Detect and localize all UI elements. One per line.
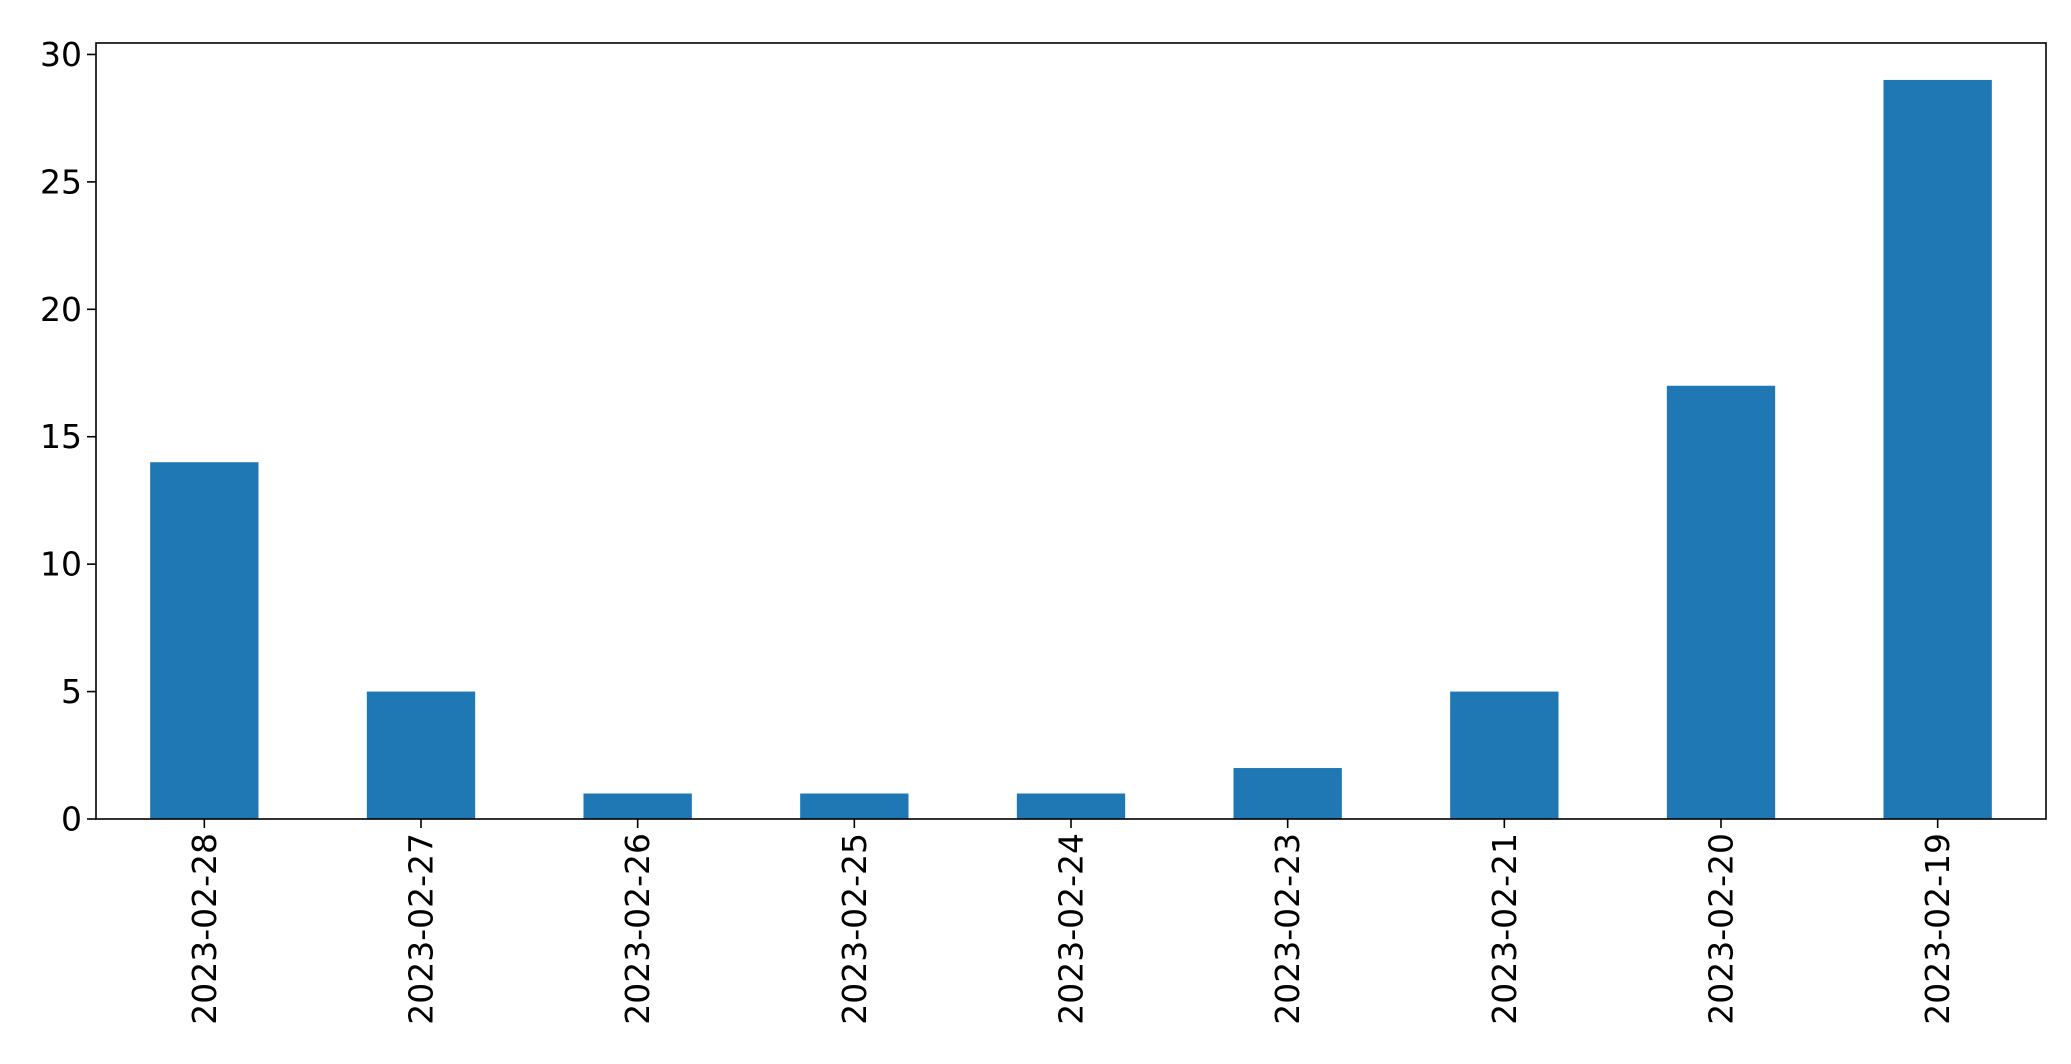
y-tick-label: 20 <box>40 290 82 329</box>
x-axis: 2023-02-28 2023-02-27 2023-02-26 2023-02-25… <box>185 819 1957 1025</box>
bar-2023-02-27 <box>366 691 476 819</box>
y-tick-label: 30 <box>40 35 82 74</box>
bar-2023-02-28 <box>150 462 259 819</box>
x-tick-label: 2023-02-24 <box>1052 833 1091 1025</box>
x-tick-label: 2023-02-26 <box>618 833 657 1025</box>
y-tick-label: 5 <box>61 672 82 711</box>
y-tick-label: 15 <box>40 417 82 456</box>
bar-2023-02-23 <box>1233 768 1342 819</box>
x-tick-label: 2023-02-21 <box>1485 833 1524 1025</box>
bar-2023-02-21 <box>1450 691 1559 819</box>
y-tick-label: 0 <box>61 800 82 839</box>
bars-group <box>150 79 1992 819</box>
plot-frame <box>95 42 2047 820</box>
y-tick-label: 10 <box>40 545 82 584</box>
bar-2023-02-20 <box>1666 385 1776 819</box>
x-tick-label: 2023-02-25 <box>835 833 874 1025</box>
x-tick-label: 2023-02-20 <box>1702 833 1741 1025</box>
bar-2023-02-26 <box>583 793 692 819</box>
x-tick-label: 2023-02-19 <box>1918 833 1957 1025</box>
bar-2023-02-19 <box>1883 79 1992 819</box>
x-tick-label: 2023-02-28 <box>185 833 224 1025</box>
y-axis: 0 5 10 15 20 25 30 <box>40 35 96 839</box>
y-tick-label: 25 <box>40 162 82 201</box>
x-tick-label: 2023-02-23 <box>1268 833 1307 1025</box>
bar-2023-02-24 <box>1016 793 1126 819</box>
x-tick-label: 2023-02-27 <box>402 833 441 1025</box>
bar-2023-02-25 <box>800 793 909 819</box>
